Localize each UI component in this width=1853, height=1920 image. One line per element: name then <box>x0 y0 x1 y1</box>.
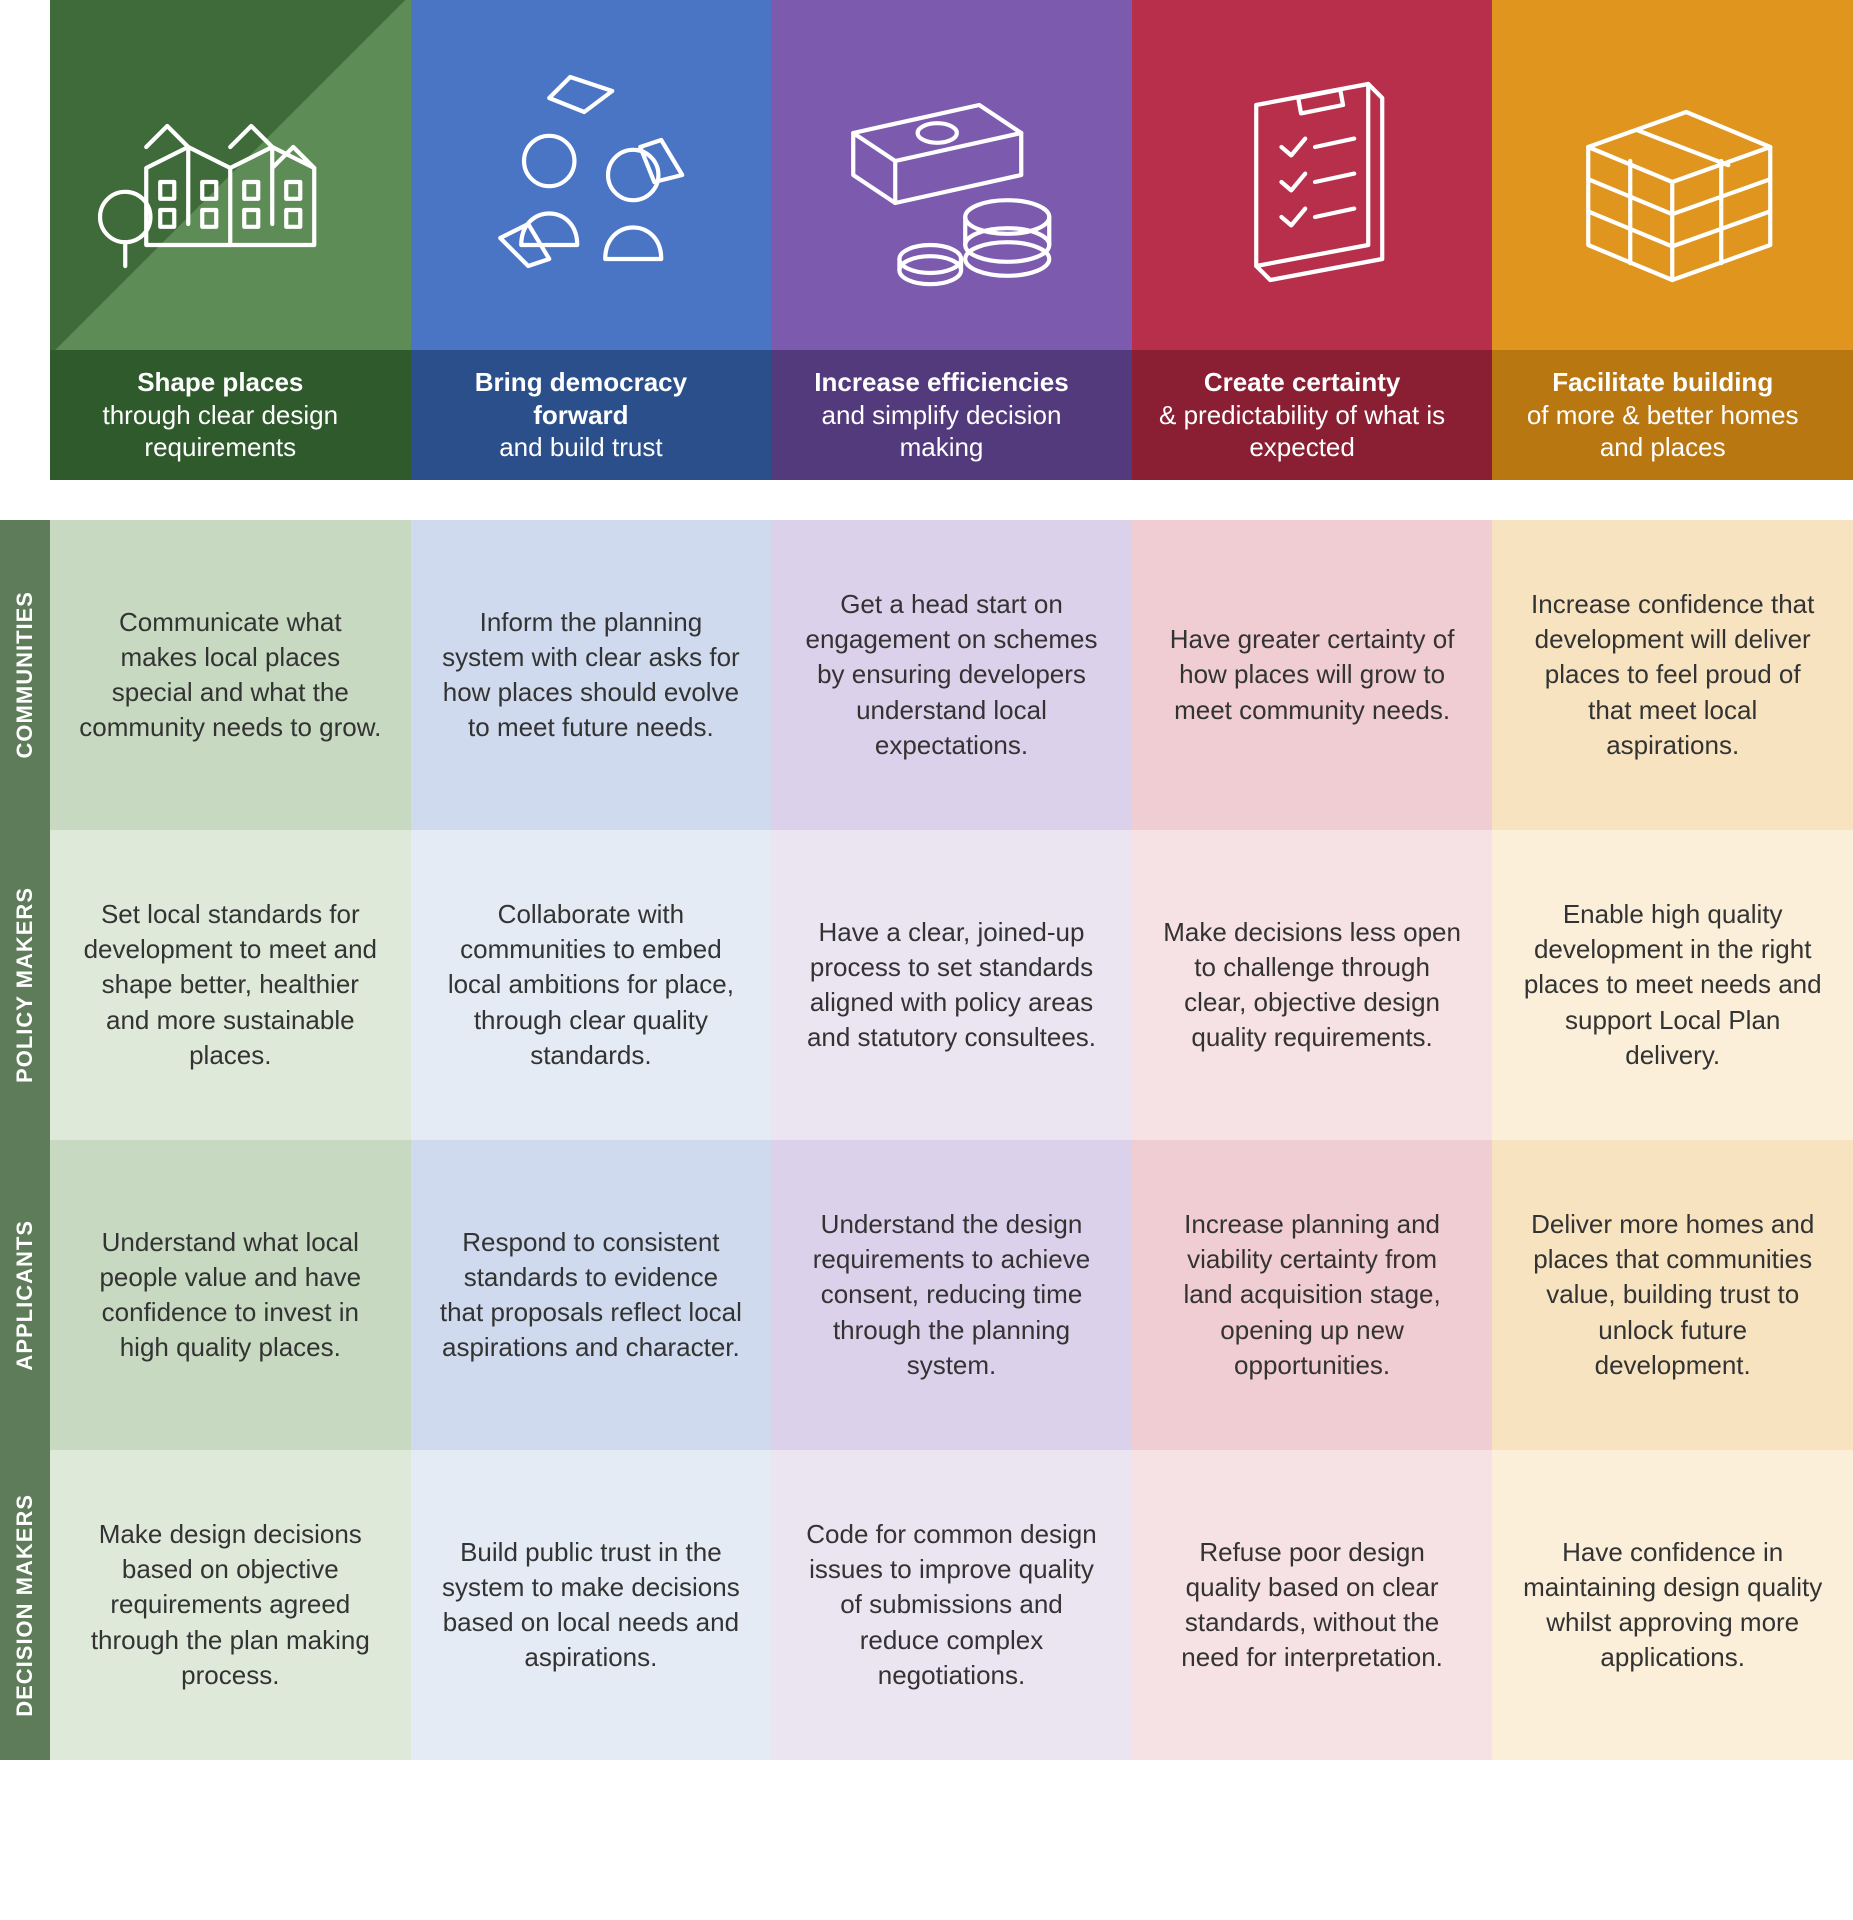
cell-r3-c5: Deliver more homes and places that commu… <box>1492 1140 1853 1450</box>
column-header-c4: Create certainty& predictability of what… <box>1132 0 1493 480</box>
column-subtitle: and build trust <box>499 431 662 464</box>
cell-r3-c4: Increase planning and viability certaint… <box>1132 1140 1493 1450</box>
spacer <box>411 480 772 520</box>
bricks-icon <box>1492 0 1853 350</box>
column-header-text-c5: Facilitate buildingof more & better home… <box>1492 350 1853 480</box>
cell-r2-c3: Have a clear, joined-up process to set s… <box>771 830 1132 1140</box>
cell-r4-c2: Build public trust in the system to make… <box>411 1450 772 1760</box>
buildings-icon <box>50 0 411 350</box>
row-label-text: POLICY MAKERS <box>12 887 38 1083</box>
money-icon <box>771 0 1132 350</box>
cell-r4-c5: Have confidence in maintaining design qu… <box>1492 1450 1853 1760</box>
column-header-text-c2: Bring democracy forwardand build trust <box>411 350 772 480</box>
column-title: Create certainty <box>1204 366 1401 399</box>
matrix-infographic: Shape placesthrough clear design require… <box>0 0 1853 1760</box>
spacer <box>50 480 411 520</box>
clipboard-icon <box>1132 0 1493 350</box>
row-label-r4: DECISION MAKERS <box>0 1450 50 1760</box>
row-label-r2: POLICY MAKERS <box>0 830 50 1140</box>
cell-r1-c5: Increase confidence that development wil… <box>1492 520 1853 830</box>
people-cycle-icon <box>411 0 772 350</box>
cell-r2-c5: Enable high quality development in the r… <box>1492 830 1853 1140</box>
cell-r2-c4: Make decisions less open to challenge th… <box>1132 830 1493 1140</box>
cell-r4-c3: Code for common design issues to improve… <box>771 1450 1132 1760</box>
cell-r1-c1: Communicate what makes local places spec… <box>50 520 411 830</box>
column-subtitle: and simplify decision making <box>791 399 1092 464</box>
row-label-r1: COMMUNITIES <box>0 520 50 830</box>
row-label-text: COMMUNITIES <box>12 591 38 758</box>
column-header-text-c1: Shape placesthrough clear design require… <box>50 350 411 480</box>
cell-r4-c4: Refuse poor design quality based on clea… <box>1132 1450 1493 1760</box>
cell-r1-c4: Have greater certainty of how places wil… <box>1132 520 1493 830</box>
cell-r3-c2: Respond to consistent standards to evide… <box>411 1140 772 1450</box>
spacer <box>1492 480 1853 520</box>
column-header-text-c4: Create certainty& predictability of what… <box>1132 350 1493 480</box>
row-label-r3: APPLICANTS <box>0 1140 50 1450</box>
cell-r2-c1: Set local standards for development to m… <box>50 830 411 1140</box>
column-title: Shape places <box>137 366 303 399</box>
column-subtitle: through clear design requirements <box>70 399 371 464</box>
column-header-c2: Bring democracy forwardand build trust <box>411 0 772 480</box>
cell-r3-c3: Understand the design requirements to ac… <box>771 1140 1132 1450</box>
column-subtitle: & predictability of what is expected <box>1152 399 1453 464</box>
spacer <box>0 480 50 520</box>
column-header-text-c3: Increase efficienciesand simplify decisi… <box>771 350 1132 480</box>
header-corner <box>0 0 50 480</box>
column-header-c1: Shape placesthrough clear design require… <box>50 0 411 480</box>
cell-r3-c1: Understand what local people value and h… <box>50 1140 411 1450</box>
column-title: Bring democracy forward <box>431 366 732 431</box>
spacer <box>1132 480 1493 520</box>
cell-r1-c3: Get a head start on engagement on scheme… <box>771 520 1132 830</box>
cell-r1-c2: Inform the planning system with clear as… <box>411 520 772 830</box>
cell-r4-c1: Make design decisions based on objective… <box>50 1450 411 1760</box>
column-title: Increase efficiencies <box>814 366 1068 399</box>
column-title: Facilitate building <box>1552 366 1773 399</box>
cell-r2-c2: Collaborate with communities to embed lo… <box>411 830 772 1140</box>
column-header-c5: Facilitate buildingof more & better home… <box>1492 0 1853 480</box>
row-label-text: APPLICANTS <box>12 1220 38 1371</box>
spacer <box>771 480 1132 520</box>
column-header-c3: Increase efficienciesand simplify decisi… <box>771 0 1132 480</box>
column-subtitle: of more & better homes and places <box>1512 399 1813 464</box>
row-label-text: DECISION MAKERS <box>12 1494 38 1717</box>
